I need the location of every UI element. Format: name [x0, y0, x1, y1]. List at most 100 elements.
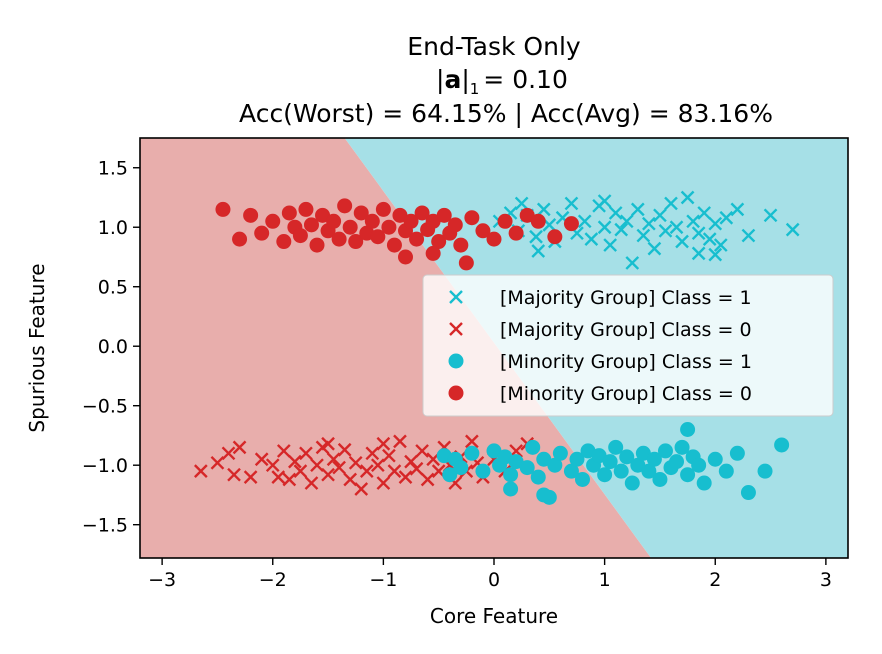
- data-point: [436, 207, 452, 223]
- data-point: [675, 234, 689, 249]
- data-point: [691, 246, 706, 261]
- data-point: [530, 469, 546, 485]
- data-point: [691, 226, 706, 241]
- data-point: [348, 455, 363, 470]
- data-point: [691, 457, 707, 473]
- data-point: [364, 213, 380, 229]
- data-point: [658, 223, 673, 238]
- data-point: [382, 448, 396, 463]
- data-point: [652, 471, 668, 487]
- data-point: [702, 232, 717, 246]
- data-point: [348, 234, 364, 250]
- data-point: [486, 443, 502, 459]
- data-point: [227, 467, 241, 482]
- data-point: [642, 216, 656, 231]
- legend-label: [Minority Group] Class = 0: [500, 383, 752, 405]
- data-point: [647, 241, 662, 256]
- data-point: [232, 440, 247, 455]
- data-point: [730, 202, 745, 217]
- data-point: [254, 225, 270, 241]
- data-point: [680, 467, 696, 483]
- data-point: [530, 213, 546, 229]
- data-point: [447, 217, 463, 233]
- data-point: [531, 244, 546, 258]
- data-point: [674, 439, 690, 455]
- data-point: [536, 451, 552, 467]
- x-tick-label: −1: [369, 569, 397, 591]
- data-point: [635, 445, 651, 461]
- data-point: [597, 220, 612, 235]
- data-point: [508, 225, 524, 241]
- data-points: [193, 190, 800, 505]
- data-point: [519, 207, 535, 223]
- data-point: [303, 217, 319, 233]
- data-point: [292, 228, 308, 244]
- data-point: [475, 463, 491, 479]
- y-tick-label: −1.5: [82, 515, 128, 537]
- legend-entry: [Majority Group] Class = 1: [449, 287, 752, 309]
- data-point: [563, 463, 579, 479]
- data-point: [465, 434, 479, 449]
- data-point: [536, 202, 551, 217]
- data-point: [718, 463, 734, 479]
- chart-title-line1: End-Task Only: [407, 32, 581, 61]
- data-point: [425, 213, 441, 229]
- data-point: [686, 214, 700, 229]
- data-point: [431, 234, 447, 250]
- data-point: [708, 247, 723, 262]
- x-axis-ticks: −3 −2 −1 0 1 2 3: [148, 558, 832, 591]
- data-point: [276, 234, 292, 250]
- data-point: [608, 206, 623, 220]
- decision-region-class-0: [140, 138, 652, 558]
- data-point: [697, 206, 712, 220]
- data-point: [415, 444, 429, 458]
- data-point: [376, 476, 391, 490]
- legend-marker-x: [449, 322, 463, 336]
- data-point: [525, 439, 541, 455]
- data-point: [387, 464, 402, 478]
- data-point: [653, 208, 667, 223]
- data-point: [680, 190, 695, 205]
- y-tick-label: 1.0: [98, 217, 128, 239]
- data-point: [591, 448, 607, 464]
- data-point: [669, 220, 684, 235]
- data-point: [315, 207, 331, 223]
- data-point: [547, 229, 563, 245]
- data-point: [232, 231, 248, 247]
- legend-marker-circle: [448, 385, 464, 401]
- data-point: [332, 460, 346, 475]
- data-point: [664, 196, 678, 211]
- data-point: [552, 445, 568, 461]
- data-point: [276, 444, 291, 458]
- data-point: [624, 475, 640, 491]
- data-point: [243, 470, 258, 484]
- data-point: [370, 229, 386, 245]
- data-point: [602, 454, 618, 470]
- data-point: [343, 472, 358, 487]
- data-point: [342, 219, 358, 235]
- data-point: [403, 213, 419, 229]
- data-point: [282, 472, 297, 487]
- data-point: [575, 471, 590, 487]
- data-point: [547, 457, 563, 473]
- x-tick-label: −3: [148, 569, 176, 591]
- data-point: [464, 445, 480, 461]
- data-point: [536, 487, 552, 503]
- x-tick-label: 0: [488, 569, 500, 591]
- data-point: [215, 201, 231, 217]
- data-point: [597, 467, 613, 483]
- y-tick-label: −1.0: [82, 455, 128, 477]
- data-point: [708, 216, 723, 231]
- x-tick-label: 3: [820, 569, 832, 591]
- data-point: [254, 452, 269, 467]
- data-point: [603, 238, 618, 252]
- data-point: [271, 470, 286, 484]
- data-point: [741, 228, 756, 243]
- data-point: [619, 214, 634, 229]
- y-tick-label: 0.5: [98, 277, 128, 299]
- data-point: [503, 467, 519, 483]
- data-point: [646, 451, 662, 467]
- data-point: [326, 213, 342, 229]
- data-point: [420, 472, 435, 487]
- data-point: [381, 219, 397, 235]
